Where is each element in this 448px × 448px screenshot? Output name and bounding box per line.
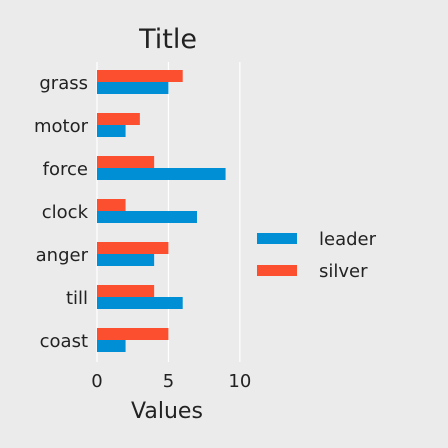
bar-leader-grass xyxy=(97,82,169,94)
y-tick-label-6: grass xyxy=(39,73,88,94)
chart-title: Title xyxy=(138,24,197,55)
bar-silver-clock xyxy=(97,199,126,211)
bars xyxy=(97,70,226,352)
y-tick-labels: coast till anger clock force motor grass xyxy=(34,73,89,352)
legend-swatch-silver xyxy=(257,265,297,276)
bar-silver-coast xyxy=(97,328,169,340)
y-tick-label-0: coast xyxy=(40,331,88,352)
legend-label-leader: leader xyxy=(319,229,377,250)
legend: leader silver xyxy=(243,223,439,289)
bar-silver-motor xyxy=(97,113,140,125)
x-tick-label-1: 5 xyxy=(163,371,174,392)
x-tick-labels: 0 5 10 xyxy=(91,371,251,392)
x-tick-label-0: 0 xyxy=(91,371,102,392)
x-tick-label-2: 10 xyxy=(228,371,251,392)
x-axis-label: Values xyxy=(131,399,203,424)
bar-silver-grass xyxy=(97,70,183,82)
legend-swatch-leader xyxy=(257,233,297,244)
bar-silver-anger xyxy=(97,242,169,254)
bar-leader-clock xyxy=(97,211,197,223)
bar-leader-coast xyxy=(97,340,126,352)
bar-silver-force xyxy=(97,156,155,168)
bar-leader-motor xyxy=(97,125,126,137)
bar-silver-till xyxy=(97,285,155,297)
legend-label-silver: silver xyxy=(319,261,368,282)
bar-leader-till xyxy=(97,297,183,309)
y-tick-label-3: clock xyxy=(42,202,89,223)
y-tick-label-4: force xyxy=(43,159,88,180)
y-tick-label-1: till xyxy=(66,288,88,309)
bar-leader-anger xyxy=(97,254,155,266)
y-tick-label-5: motor xyxy=(34,116,89,137)
bar-leader-force xyxy=(97,168,226,180)
y-tick-label-2: anger xyxy=(36,245,89,266)
